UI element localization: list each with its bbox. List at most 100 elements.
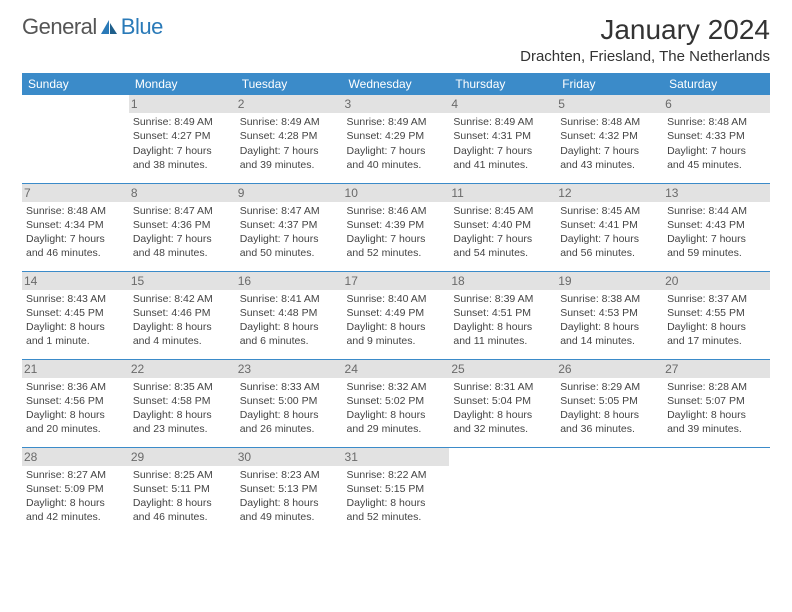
day-number: 21 <box>22 360 129 378</box>
day-number: 18 <box>449 272 556 290</box>
day-number: 4 <box>449 95 556 113</box>
day-number: 12 <box>556 184 663 202</box>
calendar-table: SundayMondayTuesdayWednesdayThursdayFrid… <box>22 73 770 535</box>
day-number: 27 <box>663 360 770 378</box>
calendar-row: 14 Sunrise: 8:43 AMSunset: 4:45 PMDayligh… <box>22 271 770 359</box>
cell-body: Sunrise: 8:41 AMSunset: 4:48 PMDaylight:… <box>240 292 339 349</box>
cell-body: Sunrise: 8:45 AMSunset: 4:40 PMDaylight:… <box>453 204 552 261</box>
day-number: 24 <box>343 360 450 378</box>
calendar-cell: 25Sunrise: 8:31 AMSunset: 5:04 PMDayligh… <box>449 359 556 447</box>
day-header: Wednesday <box>343 73 450 95</box>
day-number: 9 <box>236 184 343 202</box>
calendar-cell: 22 Sunrise: 8:35 AMSunset: 4:58 PMDayligh… <box>129 359 236 447</box>
cell-body: Sunrise: 8:23 AMSunset: 5:13 PMDaylight:… <box>240 468 339 525</box>
logo: General Blue <box>22 14 163 40</box>
cell-body: Sunrise: 8:44 AMSunset: 4:43 PMDaylight:… <box>667 204 766 261</box>
cell-body: Sunrise: 8:32 AMSunset: 5:02 PMDaylight:… <box>347 380 446 437</box>
cell-body: Sunrise: 8:38 AMSunset: 4:53 PMDaylight:… <box>560 292 659 349</box>
calendar-cell: 5Sunrise: 8:48 AMSunset: 4:32 PMDaylight… <box>556 95 663 183</box>
cell-body: Sunrise: 8:27 AMSunset: 5:09 PMDaylight:… <box>26 468 125 525</box>
calendar-cell <box>22 95 129 183</box>
day-number: 14 <box>22 272 129 290</box>
day-number: 16 <box>236 272 343 290</box>
calendar-body: 1 Sunrise: 8:49 AMSunset: 4:27 PMDaylight… <box>22 95 770 535</box>
calendar-cell: 15 Sunrise: 8:42 AMSunset: 4:46 PMDayligh… <box>129 271 236 359</box>
day-number: 19 <box>556 272 663 290</box>
day-number: 31 <box>343 448 450 466</box>
calendar-cell: 20 Sunrise: 8:37 AMSunset: 4:55 PMDayligh… <box>663 271 770 359</box>
calendar-cell: 28 Sunrise: 8:27 AMSunset: 5:09 PMDayligh… <box>22 447 129 535</box>
day-number: 20 <box>663 272 770 290</box>
calendar-row: 21 Sunrise: 8:36 AMSunset: 4:56 PMDayligh… <box>22 359 770 447</box>
calendar-cell: 13 Sunrise: 8:44 AMSunset: 4:43 PMDayligh… <box>663 183 770 271</box>
day-number: 26 <box>556 360 663 378</box>
calendar-cell: 8Sunrise: 8:47 AMSunset: 4:36 PMDaylight… <box>129 183 236 271</box>
cell-body: Sunrise: 8:42 AMSunset: 4:46 PMDaylight:… <box>133 292 232 349</box>
calendar-row: 7 Sunrise: 8:48 AMSunset: 4:34 PMDaylight… <box>22 183 770 271</box>
calendar-cell: 16 Sunrise: 8:41 AMSunset: 4:48 PMDayligh… <box>236 271 343 359</box>
calendar-cell: 2 Sunrise: 8:49 AMSunset: 4:28 PMDaylight… <box>236 95 343 183</box>
cell-body: Sunrise: 8:49 AMSunset: 4:27 PMDaylight:… <box>133 115 232 172</box>
cell-body: Sunrise: 8:40 AMSunset: 4:49 PMDaylight:… <box>347 292 446 349</box>
day-number: 23 <box>236 360 343 378</box>
day-number: 22 <box>129 360 236 378</box>
cell-body: Sunrise: 8:31 AMSunset: 5:04 PMDaylight:… <box>453 380 552 437</box>
calendar-cell: 18 Sunrise: 8:39 AMSunset: 4:51 PMDayligh… <box>449 271 556 359</box>
cell-body: Sunrise: 8:39 AMSunset: 4:51 PMDaylight:… <box>453 292 552 349</box>
calendar-cell: 7 Sunrise: 8:48 AMSunset: 4:34 PMDaylight… <box>22 183 129 271</box>
day-header: Saturday <box>663 73 770 95</box>
day-number: 1 <box>129 95 236 113</box>
calendar-cell <box>663 447 770 535</box>
day-header-row: SundayMondayTuesdayWednesdayThursdayFrid… <box>22 73 770 95</box>
calendar-cell <box>556 447 663 535</box>
day-number: 30 <box>236 448 343 466</box>
calendar-cell: 26 Sunrise: 8:29 AMSunset: 5:05 PMDayligh… <box>556 359 663 447</box>
day-number: 28 <box>22 448 129 466</box>
day-number: 11 <box>449 184 556 202</box>
day-number: 6 <box>663 95 770 113</box>
calendar-cell: 23 Sunrise: 8:33 AMSunset: 5:00 PMDayligh… <box>236 359 343 447</box>
calendar-cell: 19 Sunrise: 8:38 AMSunset: 4:53 PMDayligh… <box>556 271 663 359</box>
calendar-cell: 10 Sunrise: 8:46 AMSunset: 4:39 PMDayligh… <box>343 183 450 271</box>
cell-body: Sunrise: 8:49 AMSunset: 4:29 PMDaylight:… <box>347 115 446 172</box>
day-number: 3 <box>343 95 450 113</box>
cell-body: Sunrise: 8:22 AMSunset: 5:15 PMDaylight:… <box>347 468 446 525</box>
logo-gray-text: General <box>22 14 97 40</box>
calendar-cell: 4 Sunrise: 8:49 AMSunset: 4:31 PMDaylight… <box>449 95 556 183</box>
day-number: 5 <box>556 95 663 113</box>
day-number: 29 <box>129 448 236 466</box>
day-number: 17 <box>343 272 450 290</box>
day-number: 7 <box>22 184 129 202</box>
cell-body: Sunrise: 8:48 AMSunset: 4:33 PMDaylight:… <box>667 115 766 172</box>
sail-icon <box>99 18 119 36</box>
cell-body: Sunrise: 8:49 AMSunset: 4:31 PMDaylight:… <box>453 115 552 172</box>
cell-body: Sunrise: 8:49 AMSunset: 4:28 PMDaylight:… <box>240 115 339 172</box>
calendar-cell: 11 Sunrise: 8:45 AMSunset: 4:40 PMDayligh… <box>449 183 556 271</box>
day-number: 15 <box>129 272 236 290</box>
cell-body: Sunrise: 8:43 AMSunset: 4:45 PMDaylight:… <box>26 292 125 349</box>
cell-body: Sunrise: 8:37 AMSunset: 4:55 PMDaylight:… <box>667 292 766 349</box>
cell-body: Sunrise: 8:46 AMSunset: 4:39 PMDaylight:… <box>347 204 446 261</box>
cell-body: Sunrise: 8:36 AMSunset: 4:56 PMDaylight:… <box>26 380 125 437</box>
calendar-cell: 9 Sunrise: 8:47 AMSunset: 4:37 PMDaylight… <box>236 183 343 271</box>
month-title: January 2024 <box>520 14 770 46</box>
day-header: Tuesday <box>236 73 343 95</box>
calendar-cell: 29Sunrise: 8:25 AMSunset: 5:11 PMDayligh… <box>129 447 236 535</box>
calendar-cell: 17 Sunrise: 8:40 AMSunset: 4:49 PMDayligh… <box>343 271 450 359</box>
day-number: 8 <box>129 184 236 202</box>
cell-body: Sunrise: 8:48 AMSunset: 4:34 PMDaylight:… <box>26 204 125 261</box>
cell-body: Sunrise: 8:47 AMSunset: 4:37 PMDaylight:… <box>240 204 339 261</box>
calendar-row: 1 Sunrise: 8:49 AMSunset: 4:27 PMDaylight… <box>22 95 770 183</box>
calendar-cell: 27 Sunrise: 8:28 AMSunset: 5:07 PMDayligh… <box>663 359 770 447</box>
day-number: 10 <box>343 184 450 202</box>
cell-body: Sunrise: 8:29 AMSunset: 5:05 PMDaylight:… <box>560 380 659 437</box>
cell-body: Sunrise: 8:28 AMSunset: 5:07 PMDaylight:… <box>667 380 766 437</box>
calendar-cell: 30 Sunrise: 8:23 AMSunset: 5:13 PMDayligh… <box>236 447 343 535</box>
calendar-cell: 3 Sunrise: 8:49 AMSunset: 4:29 PMDaylight… <box>343 95 450 183</box>
title-block: January 2024 Drachten, Friesland, The Ne… <box>520 14 770 65</box>
day-number: 13 <box>663 184 770 202</box>
cell-body: Sunrise: 8:35 AMSunset: 4:58 PMDaylight:… <box>133 380 232 437</box>
day-number: 2 <box>236 95 343 113</box>
cell-body: Sunrise: 8:33 AMSunset: 5:00 PMDaylight:… <box>240 380 339 437</box>
calendar-cell: 24 Sunrise: 8:32 AMSunset: 5:02 PMDayligh… <box>343 359 450 447</box>
